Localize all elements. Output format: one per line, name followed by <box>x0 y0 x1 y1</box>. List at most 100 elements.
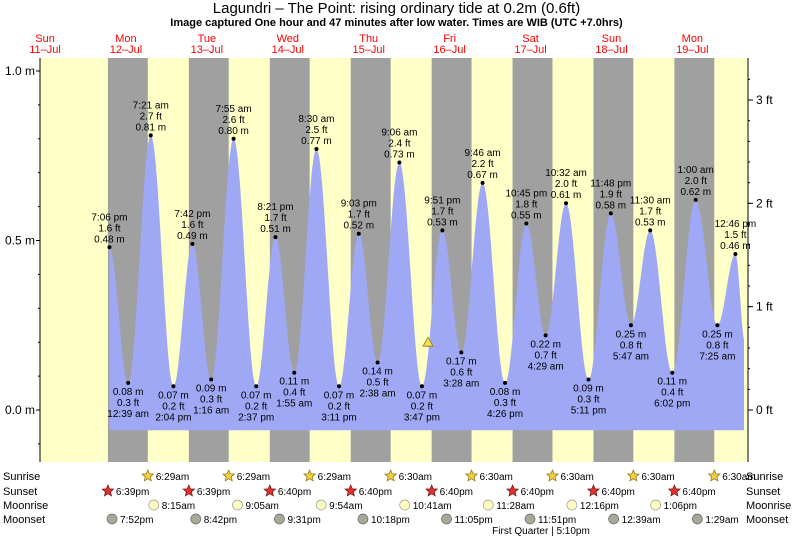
left-tick-label: 0.5 m <box>5 234 35 248</box>
moonrise-icon <box>148 499 160 511</box>
tide-point <box>480 180 485 185</box>
high-tide-metres: 0.55 m <box>511 211 542 222</box>
moonrise-icon <box>482 499 494 511</box>
right-tick-label: 2 ft <box>756 196 773 210</box>
low-tide-time: 1:55 am <box>276 399 312 410</box>
moonrise-time: 1:06pm <box>664 501 697 512</box>
tide-area <box>109 135 744 431</box>
moonrise-row-label-left: Moonrise <box>3 500 48 512</box>
tide-point <box>356 231 361 236</box>
day-date-label: 18–Jul <box>595 44 627 56</box>
tide-point <box>648 228 653 233</box>
moonset-icon <box>274 513 285 525</box>
current-tide-marker <box>422 336 434 347</box>
low-tide-metres: 0.07 m <box>407 390 438 401</box>
sunset-icon <box>425 484 439 497</box>
tide-point <box>314 146 319 151</box>
high-tide-time: 7:21 am <box>133 100 169 111</box>
low-tide-feet: 0.8 ft <box>706 340 728 351</box>
sunrise-icon <box>303 469 317 482</box>
sunrise-row-label-right: Sunrise <box>746 471 783 483</box>
sunrise-icon <box>141 469 155 482</box>
low-tide-feet: 0.2 ft <box>245 401 267 412</box>
sun-moon-events: Sunrise Sunrise Sunset Sunset Moonrise Moonri… <box>3 469 791 537</box>
low-tide-time: 7:25 am <box>699 351 735 362</box>
moonrise-icon <box>566 499 578 511</box>
low-tide-time: 4:29 am <box>528 361 564 372</box>
low-tide-metres: 0.22 m <box>530 339 561 350</box>
high-tide-feet: 1.9 ft <box>600 189 622 200</box>
sunrise-time: 6:29am <box>156 472 189 483</box>
tide-point <box>628 323 633 328</box>
high-tide-metres: 0.58 m <box>595 200 626 211</box>
low-tide-metres: 0.14 m <box>362 367 393 378</box>
tide-point <box>231 136 236 141</box>
sunset-time: 6:40pm <box>521 487 554 498</box>
moonset-time: 10:18pm <box>371 515 410 526</box>
sunset-icon <box>506 484 520 497</box>
day-date-label: 15–Jul <box>353 44 385 56</box>
low-tide-feet: 0.3 ft <box>117 398 139 409</box>
low-tide-metres: 0.07 m <box>158 390 189 401</box>
moonset-time: 1:29am <box>705 515 738 526</box>
day-date-label: 13–Jul <box>191 44 223 56</box>
day-name-label: Fri <box>443 33 456 45</box>
tide-point <box>254 384 259 389</box>
tide-point <box>397 160 402 165</box>
sunrise-time: 6:29am <box>318 472 351 483</box>
sunset-time: 6:39pm <box>197 487 230 498</box>
day-date-label: 19–Jul <box>676 44 708 56</box>
sunrise-icon <box>707 469 721 482</box>
tide-point <box>171 384 176 389</box>
moonrise-time: 12:16pm <box>580 501 619 512</box>
moonrise-row-label-right: Moonrise <box>746 500 791 512</box>
high-tide-metres: 0.62 m <box>680 187 711 198</box>
day-name-label: Thu <box>359 33 378 45</box>
high-tide-feet: 1.7 ft <box>264 213 286 224</box>
moonset-icon <box>692 513 703 525</box>
high-tide-feet: 2.6 ft <box>222 115 244 126</box>
sunset-icon <box>101 484 115 497</box>
high-tide-metres: 0.48 m <box>94 234 125 245</box>
right-tick-label: 0 ft <box>756 403 773 417</box>
sunrise-time: 6:30am <box>560 472 593 483</box>
low-tide-metres: 0.17 m <box>446 356 477 367</box>
high-tide-metres: 0.49 m <box>177 231 208 242</box>
low-tide-metres: 0.09 m <box>196 383 227 394</box>
sunrise-icon <box>626 469 640 482</box>
high-tide-metres: 0.46 m <box>720 241 751 252</box>
right-tick-label: 1 ft <box>756 300 773 314</box>
sunset-time: 6:40pm <box>278 487 311 498</box>
low-tide-metres: 0.07 m <box>241 390 272 401</box>
tide-point <box>564 201 569 206</box>
sunrise-time: 6:29am <box>237 472 270 483</box>
moonrise-time: 11:28am <box>496 501 534 512</box>
right-tick-label: 3 ft <box>756 93 773 107</box>
low-tide-metres: 0.25 m <box>702 329 733 340</box>
low-tide-time: 6:02 pm <box>654 399 690 410</box>
low-tide-feet: 0.4 ft <box>661 388 683 399</box>
day-name-label: Tue <box>198 33 217 45</box>
moonrise-time: 8:15am <box>162 501 195 512</box>
tide-point <box>292 370 297 375</box>
high-tide-time: 9:06 am <box>381 128 417 139</box>
low-tide-time: 2:38 am <box>360 389 396 400</box>
low-tide-feet: 0.3 ft <box>577 394 599 405</box>
low-tide-metres: 0.07 m <box>324 390 355 401</box>
moonrise-icon <box>650 499 661 511</box>
moonset-time: 12:39am <box>622 515 661 526</box>
moonset-icon <box>106 513 118 525</box>
sunset-icon <box>344 484 358 497</box>
day-date-label: 17–Jul <box>514 44 546 56</box>
high-tide-feet: 1.8 ft <box>515 200 537 211</box>
tide-point <box>375 360 380 365</box>
low-tide-feet: 0.8 ft <box>620 340 642 351</box>
low-tide-metres: 0.08 m <box>490 387 521 398</box>
tide-point <box>524 221 529 226</box>
moonrise-time: 10:41am <box>413 501 452 512</box>
moonset-icon <box>357 513 369 525</box>
sunset-icon <box>586 484 601 497</box>
low-tide-metres: 0.25 m <box>616 329 647 340</box>
sunset-time: 6:39pm <box>116 487 149 498</box>
sunset-time: 6:40pm <box>601 487 634 498</box>
